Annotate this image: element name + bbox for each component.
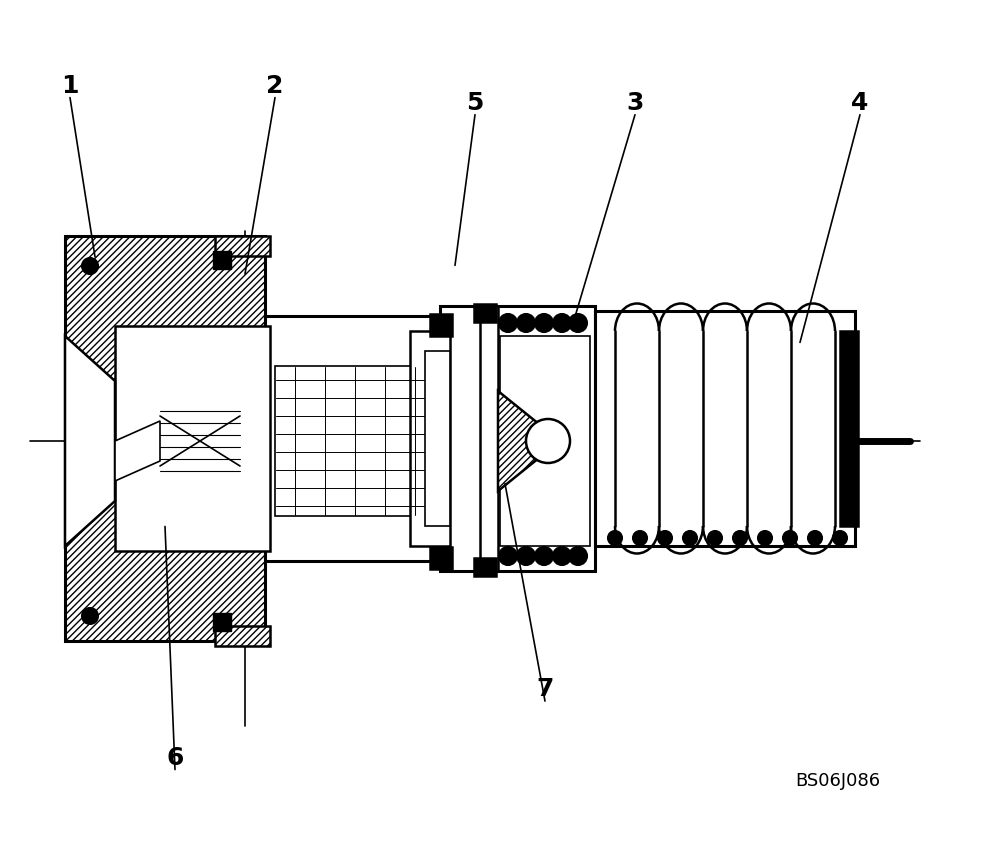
Circle shape [499,547,517,565]
Circle shape [82,258,98,274]
Circle shape [526,419,570,463]
Polygon shape [115,421,160,481]
Circle shape [708,531,722,545]
Circle shape [569,547,587,565]
Circle shape [658,531,672,545]
Circle shape [733,531,747,545]
Bar [430,314,452,336]
Bar [500,336,590,546]
Circle shape [82,608,98,624]
Bar [215,236,270,256]
Circle shape [517,314,535,332]
Circle shape [517,547,535,565]
Text: 2: 2 [266,74,284,98]
Text: BS06J086: BS06J086 [795,772,880,790]
Bar [595,311,855,546]
Polygon shape [65,336,115,546]
Circle shape [608,531,622,545]
Bar [275,366,425,516]
Circle shape [535,547,553,565]
Bar [215,626,270,646]
Bar [430,547,452,569]
Circle shape [499,314,517,332]
Text: 5: 5 [466,91,484,115]
Bar [440,306,595,571]
Circle shape [569,314,587,332]
Circle shape [833,531,847,545]
Text: 1: 1 [61,74,79,98]
Bar [480,306,498,571]
Bar [425,351,450,526]
Text: 3: 3 [626,91,644,115]
Circle shape [683,531,697,545]
Bar [410,331,450,546]
Text: 7: 7 [536,677,554,701]
Circle shape [553,314,571,332]
Text: 4: 4 [851,91,869,115]
Circle shape [758,531,772,545]
Bar [840,331,858,526]
Text: 6: 6 [166,746,184,770]
Bar [474,558,496,576]
Circle shape [783,531,797,545]
Bar [213,613,231,631]
Polygon shape [498,391,560,491]
Circle shape [808,531,822,545]
Circle shape [535,314,553,332]
Circle shape [553,547,571,565]
Bar [265,316,440,561]
Bar [115,326,270,551]
Bar [213,251,231,269]
Bar [474,304,496,322]
Circle shape [633,531,647,545]
Polygon shape [65,236,265,641]
